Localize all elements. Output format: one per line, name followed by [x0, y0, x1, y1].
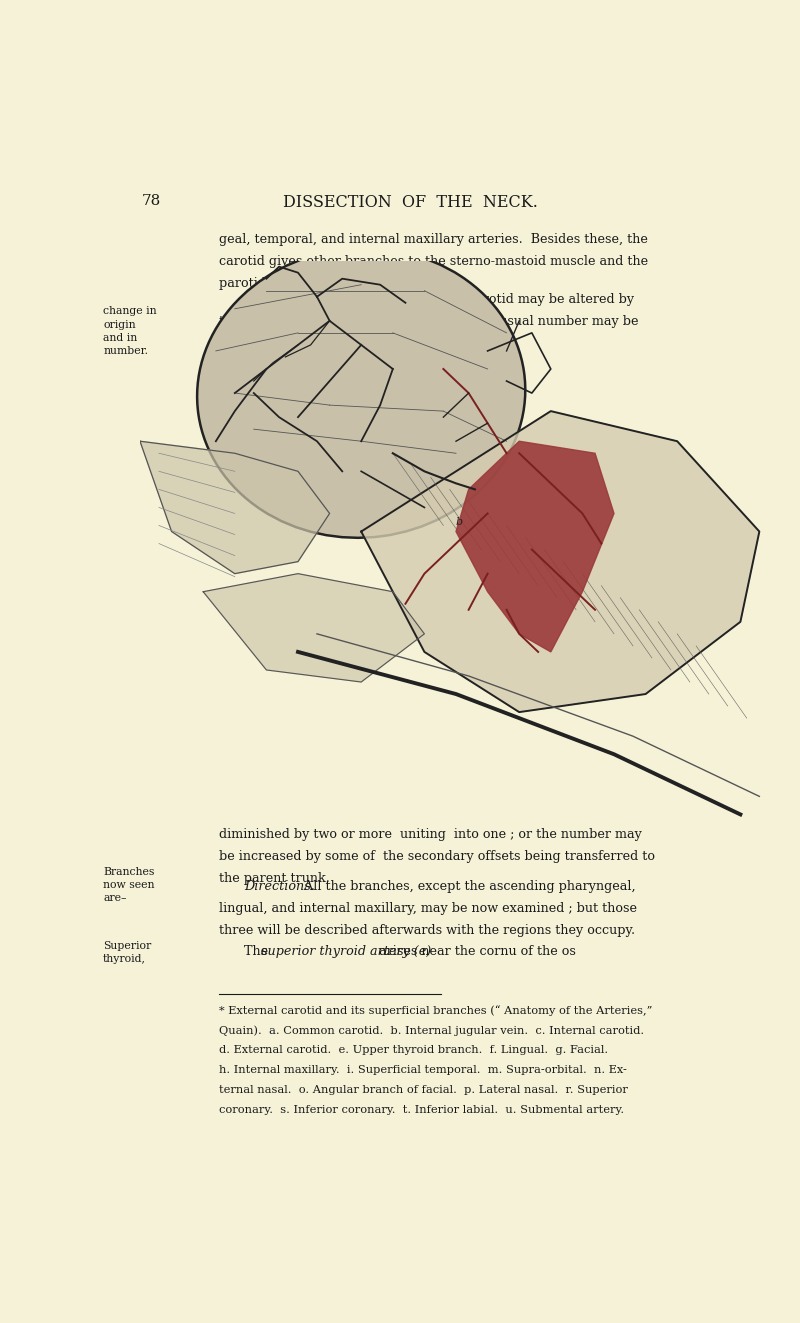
Text: * External carotid and its superficial branches (“ Anatomy of the Arteries,”: * External carotid and its superficial b… — [219, 1005, 653, 1016]
Text: the parent trunk.: the parent trunk. — [219, 872, 330, 885]
Polygon shape — [203, 574, 425, 683]
Text: geal, temporal, and internal maxillary arteries.  Besides these, the: geal, temporal, and internal maxillary a… — [219, 233, 648, 246]
Text: change in
origin
and in
number.: change in origin and in number. — [103, 307, 157, 356]
Text: three will be described afterwards with the regions they occupy.: three will be described afterwards with … — [219, 923, 635, 937]
Polygon shape — [362, 411, 759, 712]
Text: coronary.  s. Inferior coronary.  t. Inferior labial.  u. Submental artery.: coronary. s. Inferior coronary. t. Infer… — [219, 1105, 624, 1115]
Polygon shape — [140, 442, 330, 574]
Text: d. External carotid.  e. Upper thyroid branch.  f. Lingual.  g. Facial.: d. External carotid. e. Upper thyroid br… — [219, 1045, 608, 1054]
Text: Superior
thyroid,: Superior thyroid, — [103, 941, 151, 964]
Ellipse shape — [197, 249, 526, 537]
Text: Quain).  a. Common carotid.  b. Internal jugular vein.  c. Internal carotid.: Quain). a. Common carotid. b. Internal j… — [219, 1025, 644, 1036]
Text: their closer aggregation on the trunk.  The usual number may be: their closer aggregation on the trunk. T… — [219, 315, 638, 328]
Text: Fig. 17.*: Fig. 17.* — [380, 351, 440, 364]
Text: Branches
now seen
are–: Branches now seen are– — [103, 867, 154, 904]
Text: 78: 78 — [142, 194, 162, 209]
Text: be increased by some of  the secondary offsets being transferred to: be increased by some of the secondary of… — [219, 849, 655, 863]
Text: DISSECTION  OF  THE  NECK.: DISSECTION OF THE NECK. — [282, 194, 538, 212]
Text: lingual, and internal maxillary, may be now examined ; but those: lingual, and internal maxillary, may be … — [219, 902, 637, 916]
Polygon shape — [456, 442, 614, 652]
Text: h. Internal maxillary.  i. Superficial temporal.  m. Supra-orbital.  n. Ex-: h. Internal maxillary. i. Superficial te… — [219, 1065, 627, 1074]
Text: All the branches, except the ascending pharyngeal,: All the branches, except the ascending p… — [300, 880, 636, 893]
Text: carotid gives other branches to the sterno-mastoid muscle and the: carotid gives other branches to the ster… — [219, 255, 648, 269]
Text: Directions.: Directions. — [244, 880, 314, 893]
Text: arises near the cornu of the os: arises near the cornu of the os — [374, 945, 575, 958]
Text: The: The — [244, 945, 272, 958]
Text: b: b — [456, 517, 463, 528]
Text: The origin of  the branches of  the carotid may be altered by: The origin of the branches of the caroti… — [244, 294, 634, 306]
Text: ternal nasal.  o. Angular branch of facial.  p. Lateral nasal.  r. Superior: ternal nasal. o. Angular branch of facia… — [219, 1085, 628, 1094]
Text: diminished by two or more  uniting  into one ; or the number may: diminished by two or more uniting into o… — [219, 828, 642, 841]
Text: parotid gland.: parotid gland. — [219, 277, 310, 290]
Text: superior thyroid artery (e): superior thyroid artery (e) — [262, 945, 431, 958]
